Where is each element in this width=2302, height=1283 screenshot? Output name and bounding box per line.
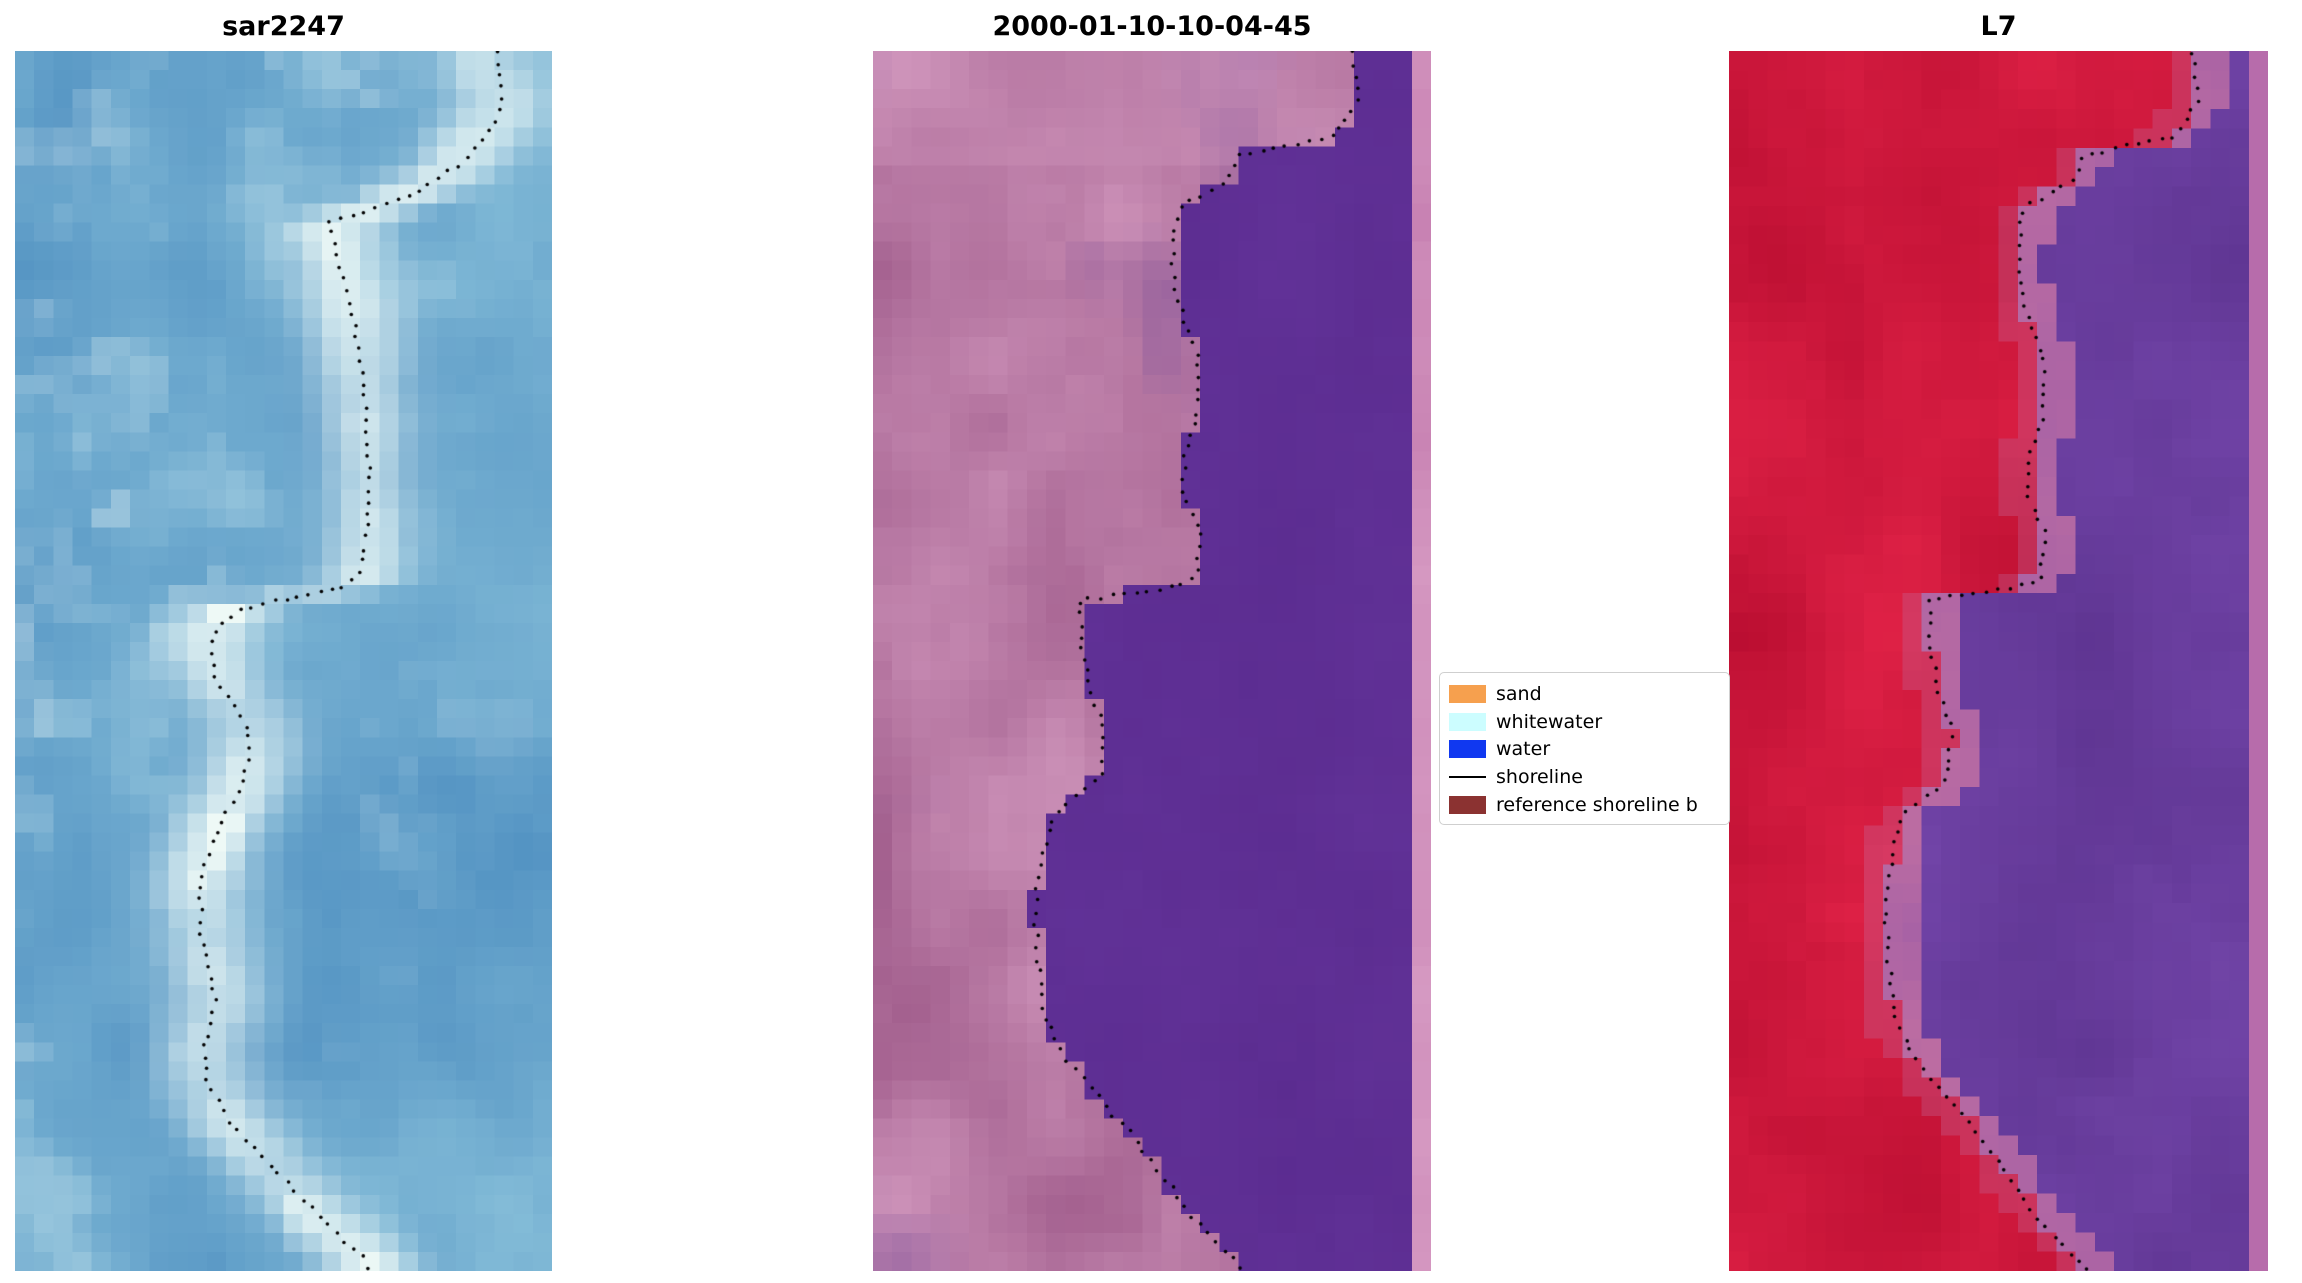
legend-item-water: water <box>1449 736 1720 764</box>
legend-item-sand: sand <box>1449 680 1720 708</box>
panel-l7-image <box>1729 51 2268 1271</box>
sar-shoreline-dots <box>15 51 552 1271</box>
classified-shoreline-dots <box>873 51 1431 1271</box>
legend-label-shoreline: shoreline <box>1496 766 1583 789</box>
water-swatch <box>1449 740 1486 759</box>
legend-item-reference-shoreline-buffer: reference shoreline b <box>1449 791 1720 819</box>
legend: sand whitewater water shoreline referenc… <box>1439 672 1730 825</box>
legend-label-sand: sand <box>1496 682 1542 705</box>
panel-title-sar2247: sar2247 <box>222 11 345 42</box>
l7-shoreline-dots <box>1729 51 2268 1271</box>
legend-label-whitewater: whitewater <box>1496 710 1603 733</box>
reference-shoreline-buffer-swatch <box>1449 796 1486 815</box>
panel-sar-image <box>15 51 552 1271</box>
shoreline-line-swatch <box>1449 776 1486 779</box>
legend-label-reference-shoreline-buffer: reference shoreline b <box>1496 794 1698 817</box>
legend-item-whitewater: whitewater <box>1449 708 1720 736</box>
whitewater-swatch <box>1449 712 1486 731</box>
sand-swatch <box>1449 684 1486 703</box>
panel-classified-image <box>873 51 1431 1271</box>
panel-title-date: 2000-01-10-10-04-45 <box>992 11 1312 42</box>
legend-item-shoreline: shoreline <box>1449 763 1720 791</box>
panel-title-l7: L7 <box>1980 11 2017 42</box>
legend-label-water: water <box>1496 738 1551 761</box>
